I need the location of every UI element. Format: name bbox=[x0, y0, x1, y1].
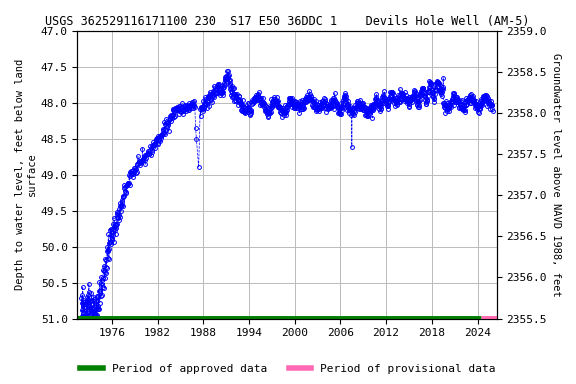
Y-axis label: Depth to water level, feet below land
surface: Depth to water level, feet below land su… bbox=[15, 59, 37, 290]
Legend: Period of approved data, Period of provisional data: Period of approved data, Period of provi… bbox=[76, 359, 500, 379]
Title: USGS 362529116171100 230  S17 E50 36DDC 1    Devils Hole Well (AM-5): USGS 362529116171100 230 S17 E50 36DDC 1… bbox=[45, 15, 529, 28]
Y-axis label: Groundwater level above NAVD 1988, feet: Groundwater level above NAVD 1988, feet bbox=[551, 53, 561, 296]
